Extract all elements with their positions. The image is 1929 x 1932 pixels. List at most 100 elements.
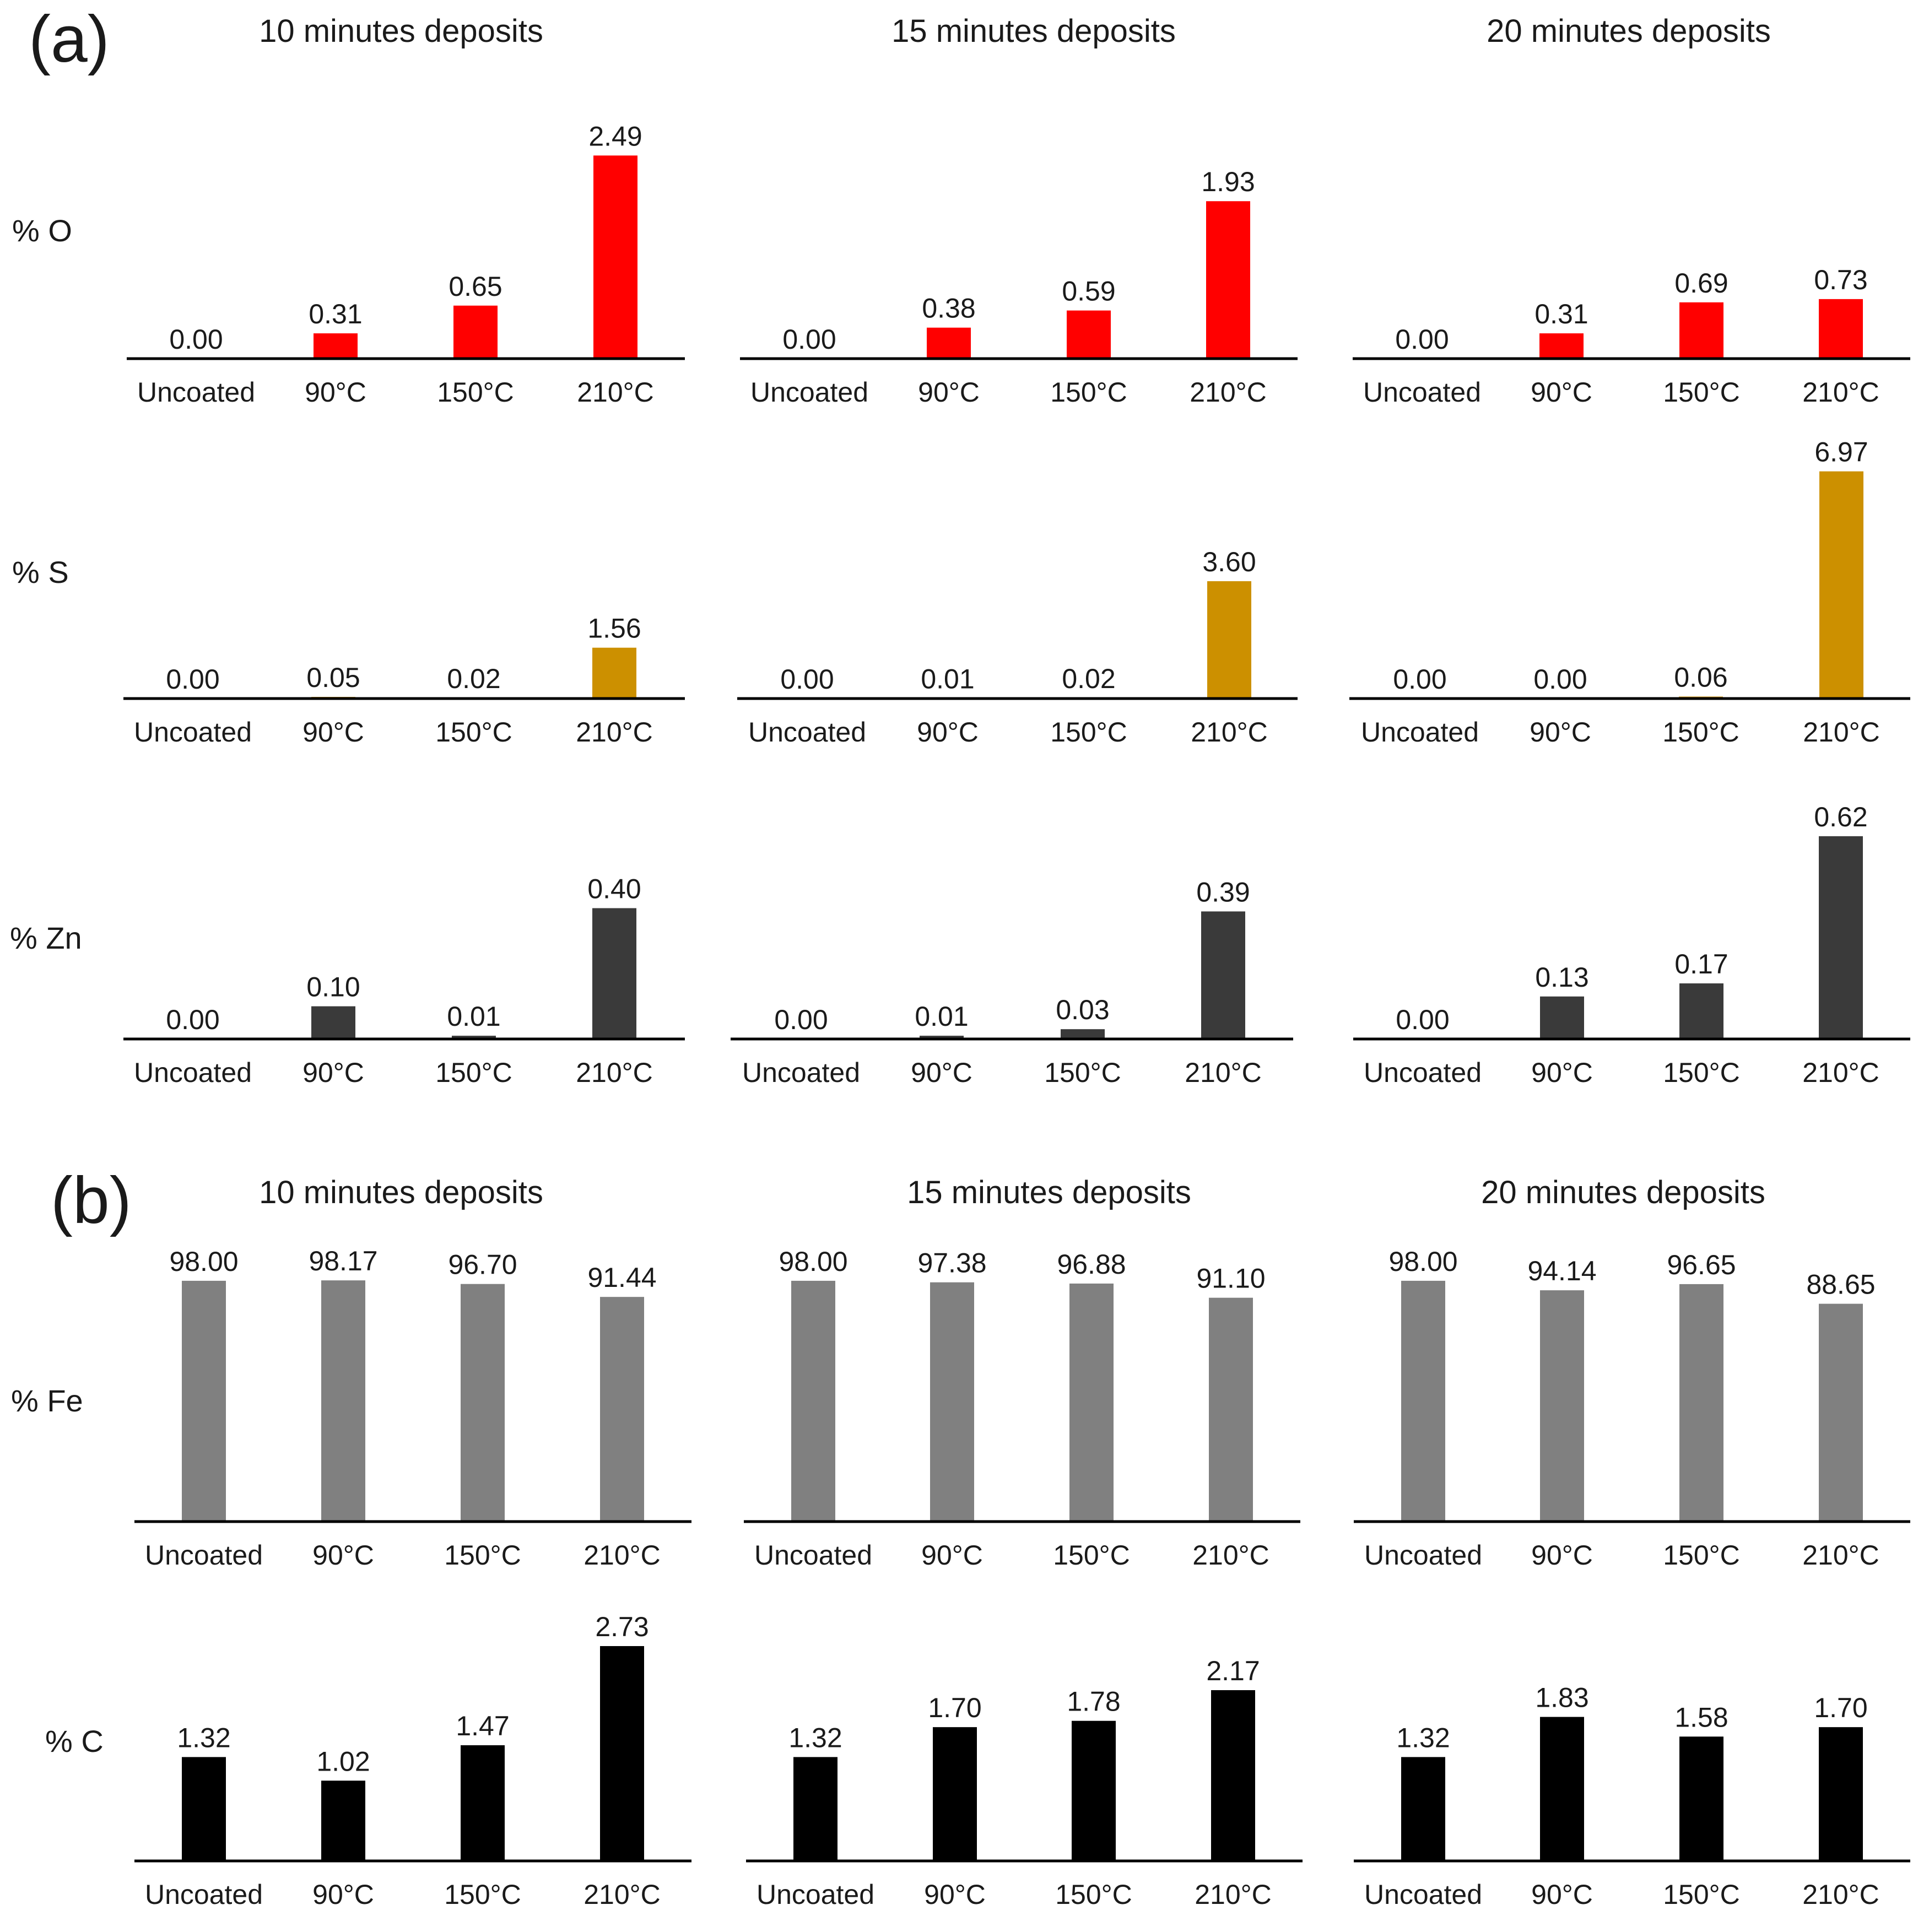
category-label-1: Uncoated xyxy=(742,1057,860,1088)
category-label-4: 210°C xyxy=(1802,377,1879,408)
category-label-3: 150°C xyxy=(444,1540,521,1571)
chart-7: 0.00 Uncoated 0.10 90°C 0.01 150°C 0.40 210°C xyxy=(123,874,685,1088)
bar-3 xyxy=(461,1284,505,1522)
data-label-4: 0.40 xyxy=(587,874,641,905)
category-label-3: 150°C xyxy=(1662,717,1739,748)
bar-4 xyxy=(1819,299,1863,359)
data-label-1: 98.00 xyxy=(1388,1246,1457,1277)
data-label-2: 97.38 xyxy=(917,1248,986,1279)
category-label-3: 150°C xyxy=(1053,1540,1130,1571)
data-label-2: 0.10 xyxy=(306,972,360,1003)
category-label-2: 90°C xyxy=(911,1057,972,1088)
category-label-1: Uncoated xyxy=(1363,377,1481,408)
data-label-3: 0.03 xyxy=(1056,994,1109,1025)
category-label-3: 150°C xyxy=(1044,1057,1121,1088)
category-label-4: 210°C xyxy=(1185,1057,1262,1088)
data-label-3: 1.47 xyxy=(456,1711,509,1741)
category-label-2: 90°C xyxy=(312,1540,374,1571)
category-label-4: 210°C xyxy=(1802,1540,1879,1571)
bar-4 xyxy=(1819,836,1863,1039)
category-label-2: 90°C xyxy=(921,1540,983,1571)
data-label-1: 0.00 xyxy=(1393,664,1446,695)
bar-2 xyxy=(933,1727,977,1861)
data-label-3: 0.59 xyxy=(1062,276,1115,307)
data-label-3: 0.01 xyxy=(447,1001,500,1032)
bar-4 xyxy=(600,1646,644,1861)
category-label-1: Uncoated xyxy=(1364,1057,1482,1088)
category-label-3: 150°C xyxy=(1050,717,1127,748)
chart-4: 0.00 Uncoated 0.05 90°C 0.02 150°C 1.56 210°C xyxy=(123,613,685,748)
category-label-2: 90°C xyxy=(918,377,980,408)
data-label-4: 0.39 xyxy=(1196,876,1250,907)
bar-3 xyxy=(1679,302,1723,359)
data-label-1: 0.00 xyxy=(774,1004,828,1035)
category-label-1: Uncoated xyxy=(1364,1879,1482,1910)
data-label-3: 96.88 xyxy=(1057,1249,1126,1280)
category-label-2: 90°C xyxy=(1531,1540,1593,1571)
category-label-4: 210°C xyxy=(1802,1057,1879,1088)
category-label-3: 150°C xyxy=(1663,1879,1740,1910)
chart-11: 98.00 Uncoated 97.38 90°C 96.88 150°C 91.10 210… xyxy=(744,1246,1300,1571)
data-label-2: 0.01 xyxy=(921,663,974,694)
data-label-1: 0.00 xyxy=(782,324,836,355)
category-label-1: Uncoated xyxy=(748,717,866,748)
category-label-2: 90°C xyxy=(305,377,366,408)
category-label-2: 90°C xyxy=(312,1879,374,1910)
category-label-2: 90°C xyxy=(1531,1057,1593,1088)
data-label-1: 0.00 xyxy=(166,1004,219,1035)
bar-2 xyxy=(920,1036,964,1039)
data-label-3: 0.17 xyxy=(1674,949,1728,979)
panel-b-column-title-20min: 20 minutes deposits xyxy=(1481,1175,1765,1210)
row-label-zinc: % Zn xyxy=(10,921,82,955)
category-label-2: 90°C xyxy=(1531,377,1592,408)
category-label-1: Uncoated xyxy=(757,1879,874,1910)
row-label-carbon: % C xyxy=(45,1724,104,1758)
data-label-2: 0.01 xyxy=(915,1001,968,1032)
data-label-1: 0.00 xyxy=(169,324,223,355)
data-label-4: 1.70 xyxy=(1814,1692,1867,1723)
row-label-oxygen: % O xyxy=(12,213,72,248)
chart-5: 0.00 Uncoated 0.01 90°C 0.02 150°C 3.60 210°C xyxy=(737,546,1298,748)
category-label-4: 210°C xyxy=(1192,1540,1269,1571)
bar-4 xyxy=(1209,1297,1253,1522)
bar-4 xyxy=(1206,201,1250,359)
bar-3 xyxy=(1067,310,1111,359)
category-label-3: 150°C xyxy=(444,1879,521,1910)
bar-4 xyxy=(1819,471,1863,699)
bar-1 xyxy=(1401,1757,1445,1861)
bar-1 xyxy=(793,1757,837,1861)
data-label-4: 91.44 xyxy=(587,1262,656,1293)
bar-2 xyxy=(930,1282,974,1522)
data-label-2: 1.70 xyxy=(928,1692,981,1723)
category-label-3: 150°C xyxy=(435,1057,512,1088)
data-label-2: 1.02 xyxy=(316,1746,370,1777)
data-label-1: 0.00 xyxy=(1396,1004,1449,1035)
data-label-1: 1.32 xyxy=(177,1722,230,1753)
data-label-1: 0.00 xyxy=(166,664,219,695)
bar-2 xyxy=(1540,1290,1584,1522)
category-label-3: 150°C xyxy=(1050,377,1127,408)
data-label-4: 1.93 xyxy=(1201,166,1255,197)
data-label-3: 1.78 xyxy=(1067,1686,1120,1717)
data-label-3: 96.70 xyxy=(448,1249,517,1280)
bar-4 xyxy=(592,647,636,699)
bar-2 xyxy=(314,333,358,359)
data-label-4: 2.73 xyxy=(595,1611,649,1642)
category-label-4: 210°C xyxy=(1195,1879,1272,1910)
category-label-4: 210°C xyxy=(1803,717,1880,748)
chart-6: 0.00 Uncoated 0.00 90°C 0.06 150°C 6.97 210°C xyxy=(1349,437,1910,748)
panel-a-letter: (a) xyxy=(29,2,110,76)
data-label-2: 0.31 xyxy=(309,299,362,329)
chart-15: 1.32 Uncoated 1.83 90°C 1.58 150°C 1.70 210°C xyxy=(1354,1682,1910,1910)
bar-4 xyxy=(593,155,637,359)
bar-3 xyxy=(1679,1736,1723,1861)
category-label-1: Uncoated xyxy=(137,377,255,408)
bar-3 xyxy=(1679,983,1723,1039)
data-label-2: 0.00 xyxy=(1533,664,1587,695)
data-label-3: 0.65 xyxy=(449,271,502,302)
bar-3 xyxy=(1072,1720,1116,1861)
chart-14: 1.32 Uncoated 1.70 90°C 1.78 150°C 2.17 210°C xyxy=(746,1655,1303,1910)
bar-4 xyxy=(600,1297,644,1522)
bar-3 xyxy=(1679,1284,1723,1522)
category-label-2: 90°C xyxy=(924,1879,986,1910)
